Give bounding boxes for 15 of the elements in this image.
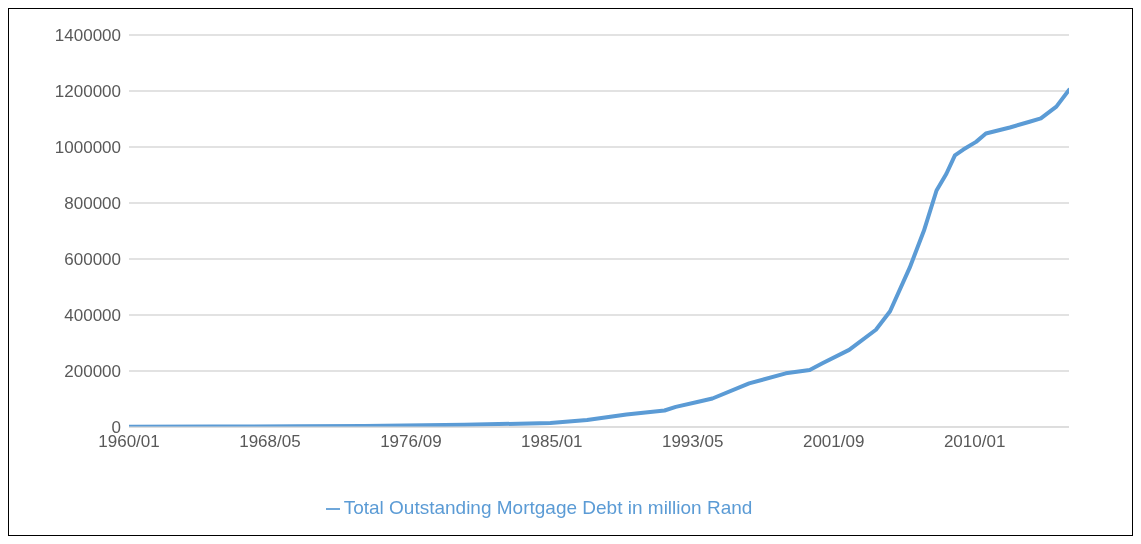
y-tick-label: 1000000	[54, 138, 121, 158]
legend-label: Total Outstanding Mortgage Debt in million Rand	[343, 497, 753, 518]
y-tick-label: 400000	[64, 306, 121, 326]
x-tick-label: 2001/09	[802, 432, 865, 452]
y-tick-label: 1200000	[54, 82, 121, 102]
line-series	[129, 87, 1069, 427]
y-tick-label: 600000	[64, 250, 121, 270]
y-tick-label: 800000	[64, 194, 121, 214]
y-tick-label: 200000	[64, 362, 121, 382]
x-tick-label: 1993/05	[661, 432, 724, 452]
x-tick-label: 1976/09	[380, 432, 442, 452]
x-tick-label: 1968/05	[239, 432, 301, 452]
x-tick-label: 2010/01	[943, 432, 1006, 452]
x-tick-label: 1985/01	[521, 432, 583, 452]
y-tick-label: 1400000	[54, 26, 121, 46]
